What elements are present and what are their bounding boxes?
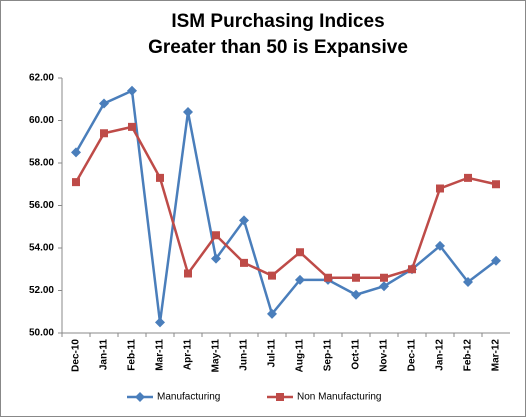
- point: [491, 255, 501, 266]
- x-tick-label: May-11: [211, 339, 222, 373]
- point: [296, 248, 304, 257]
- point: [267, 308, 277, 319]
- point: [240, 258, 248, 267]
- chart-title: ISM Purchasing Indices: [171, 11, 384, 32]
- y-tick-label: 62.00: [29, 73, 54, 84]
- x-tick-label: Jul-11: [267, 339, 278, 368]
- x-tick-label: Dec-10: [71, 339, 82, 372]
- legend-label: Non Manufacturing: [297, 392, 382, 403]
- point: [71, 147, 81, 158]
- y-tick-label: 52.00: [29, 285, 54, 296]
- point: [155, 317, 165, 328]
- x-tick-label: Oct-11: [351, 339, 362, 370]
- point: [492, 180, 500, 189]
- point: [127, 85, 137, 96]
- point: [212, 231, 220, 240]
- point: [324, 273, 332, 282]
- point: [379, 281, 389, 292]
- point: [351, 289, 361, 300]
- y-tick-label: 54.00: [29, 243, 54, 254]
- point: [435, 240, 445, 251]
- x-tick-label: Dec-11: [407, 339, 418, 372]
- x-tick-label: Jan-12: [435, 339, 446, 371]
- y-tick-label: 56.00: [29, 200, 54, 211]
- point: [100, 129, 108, 138]
- point: [463, 277, 473, 287]
- series-line: [74, 125, 497, 279]
- point: [99, 98, 109, 109]
- y-tick-label: 50.00: [29, 328, 54, 339]
- point: [184, 269, 192, 278]
- point: [352, 273, 360, 282]
- x-tick-label: Jan-11: [99, 339, 110, 371]
- point: [268, 271, 276, 280]
- legend-label: Manufacturing: [157, 392, 220, 403]
- x-tick-label: Aug-11: [295, 339, 306, 373]
- x-tick-label: Mar-12: [491, 339, 502, 372]
- y-tick-label: 60.00: [29, 115, 54, 126]
- x-tick-label: Feb-11: [127, 339, 138, 371]
- point: [183, 107, 193, 117]
- x-tick-label: Apr-11: [183, 339, 194, 371]
- legend-marker: [135, 392, 145, 402]
- point: [464, 173, 472, 182]
- x-tick-label: Jun-11: [239, 339, 250, 371]
- point: [239, 215, 249, 226]
- point: [380, 273, 388, 282]
- x-tick-label: Sep-11: [323, 339, 334, 372]
- chart-subtitle: Greater than 50 is Expansive: [148, 37, 408, 58]
- point: [72, 178, 80, 187]
- point: [156, 173, 164, 182]
- point: [128, 122, 136, 131]
- point: [211, 253, 221, 264]
- series-line: [74, 88, 497, 323]
- point: [408, 265, 416, 274]
- point: [436, 184, 444, 193]
- x-tick-label: Mar-11: [155, 339, 166, 371]
- x-tick-label: Nov-11: [379, 339, 390, 372]
- point: [295, 274, 305, 285]
- legend-marker: [276, 393, 284, 401]
- x-tick-label: Feb-12: [463, 339, 474, 372]
- y-tick-label: 58.00: [29, 158, 54, 169]
